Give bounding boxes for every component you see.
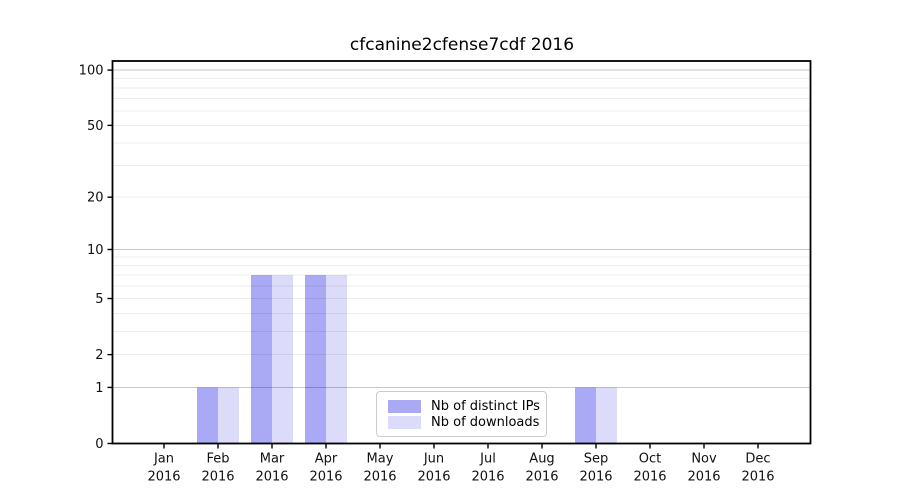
legend-item-distinct-ips: Nb of distinct IPs [388, 399, 540, 414]
legend-label-downloads: Nb of downloads [431, 415, 540, 430]
y-tick-label: 5 [95, 292, 103, 307]
legend-swatch-distinct-ips [388, 400, 421, 413]
bar-distinct-ips-feb [197, 387, 218, 444]
x-tick-label: Dec 2016 [741, 452, 774, 485]
x-tick-label: Jun 2016 [417, 452, 450, 485]
x-tick-label: Jul 2016 [471, 452, 504, 485]
x-tick-label: Feb 2016 [201, 452, 234, 485]
y-tick-label: 100 [79, 64, 104, 79]
x-tick-label: Jan 2016 [147, 452, 180, 485]
legend-label-distinct-ips: Nb of distinct IPs [431, 399, 540, 414]
x-tick-label: Mar 2016 [255, 452, 288, 485]
x-tick-label: Sep 2016 [579, 452, 612, 485]
bar-downloads-mar [272, 275, 293, 444]
y-tick-label: 10 [87, 243, 104, 258]
legend-item-downloads: Nb of downloads [388, 415, 540, 430]
y-tick-label: 20 [87, 191, 104, 206]
bar-distinct-ips-sep [575, 387, 596, 444]
x-tick-label: Oct 2016 [633, 452, 666, 485]
chart-title: cfcanine2cfense7cdf 2016 [349, 35, 575, 55]
bar-downloads-sep [596, 387, 617, 444]
bar-downloads-feb [218, 387, 239, 444]
x-tick-label: May 2016 [363, 452, 396, 485]
legend-swatch-downloads [388, 416, 421, 429]
y-tick-label: 2 [95, 348, 103, 363]
x-tick-label: Apr 2016 [309, 452, 342, 485]
x-tick-label: Aug 2016 [525, 452, 558, 485]
x-tick-label: Nov 2016 [687, 452, 720, 485]
y-tick-label: 50 [87, 119, 104, 134]
bar-distinct-ips-apr [305, 275, 326, 444]
legend: Nb of distinct IPs Nb of downloads [376, 391, 547, 437]
y-tick-label: 0 [95, 437, 103, 452]
bar-distinct-ips-mar [251, 275, 272, 444]
y-tick-label: 1 [95, 381, 103, 396]
plot-frame [111, 60, 812, 445]
bar-downloads-apr [326, 275, 347, 444]
